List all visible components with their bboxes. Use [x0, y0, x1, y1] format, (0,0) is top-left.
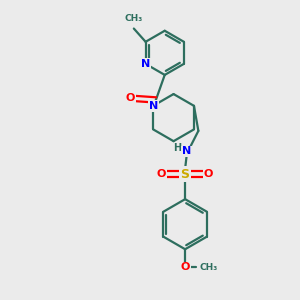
- Text: S: S: [181, 168, 190, 181]
- Text: O: O: [126, 94, 135, 103]
- Text: N: N: [141, 59, 150, 69]
- Text: N: N: [182, 146, 191, 157]
- Text: O: O: [204, 169, 213, 179]
- Text: CH₃: CH₃: [125, 14, 143, 23]
- Text: H: H: [173, 142, 181, 153]
- Text: CH₃: CH₃: [200, 263, 218, 272]
- Text: O: O: [157, 169, 166, 179]
- Text: O: O: [180, 262, 190, 272]
- Text: N: N: [148, 101, 158, 111]
